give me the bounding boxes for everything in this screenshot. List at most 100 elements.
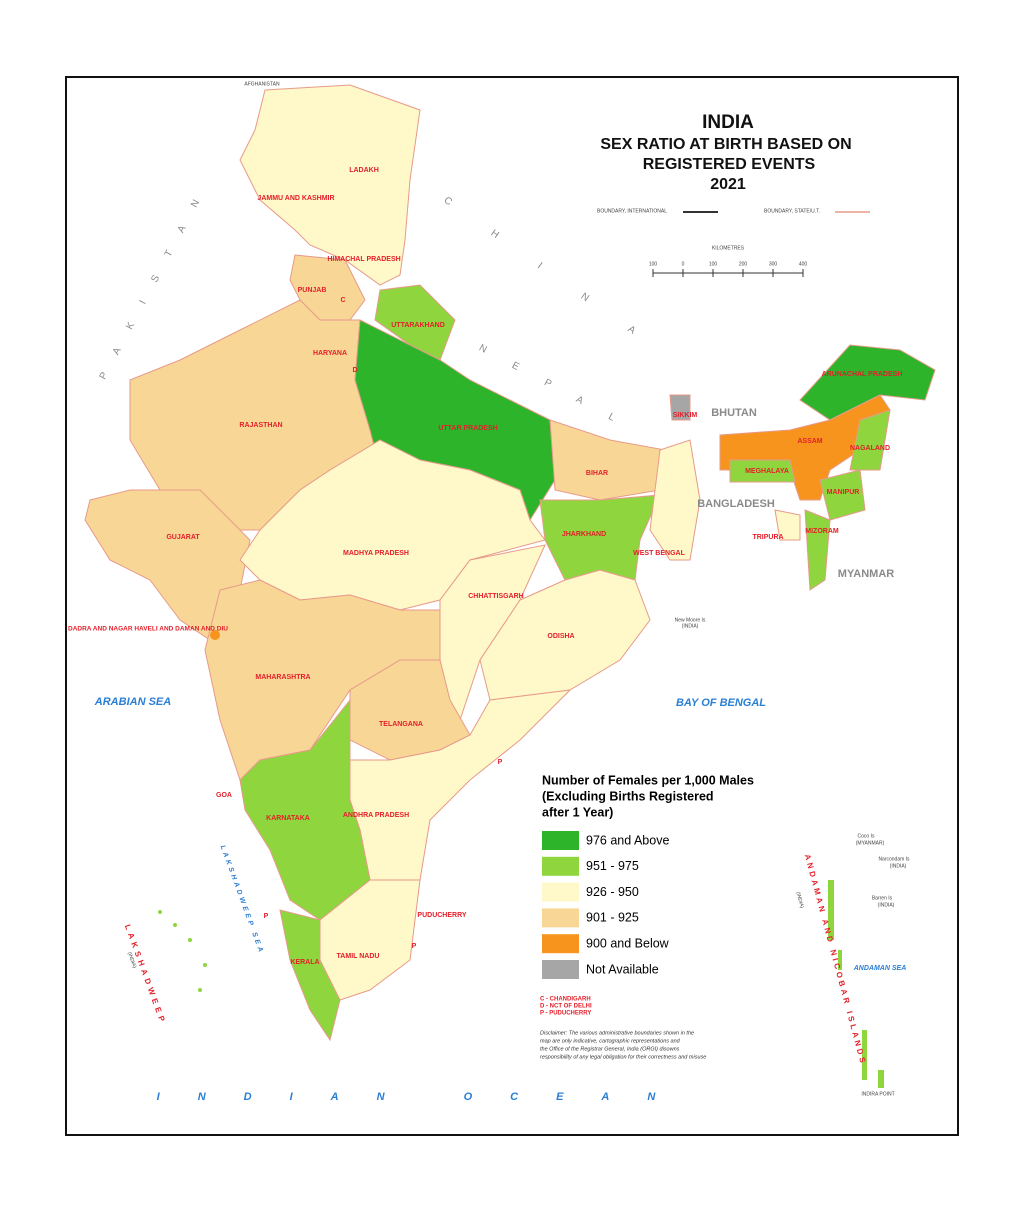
legend-swatch (542, 831, 579, 850)
scale-label: 0 (682, 261, 685, 267)
state-label: DADRA AND NAGAR HAVELI AND DAMAN AND DIU (68, 626, 228, 633)
disclaimer: the Office of the Registrar General, Ind… (540, 1046, 680, 1052)
state-label: ODISHA (547, 633, 574, 640)
disclaimer: map are only indicative, cartographic re… (540, 1038, 681, 1044)
nagaland (849, 409, 891, 471)
state-label: JHARKHAND (562, 531, 606, 538)
boundary-label: BOUNDARY, INTERNATIONAL (597, 208, 667, 214)
scale-label: 300 (769, 261, 778, 267)
title-block: INDIA SEX RATIO AT BIRTH BASED ON REGIST… (597, 112, 870, 277)
neighbour-label: BHUTAN (711, 407, 757, 419)
legend-label: 901 - 925 (586, 911, 639, 925)
state-label: TRIPURA (752, 534, 783, 541)
legend: Number of Females per 1,000 Males (Exclu… (542, 773, 754, 979)
territory-mark: P (264, 913, 269, 920)
island-label: Barren Is (872, 895, 893, 901)
legend-swatch (542, 934, 579, 954)
legend-label: 926 - 950 (586, 885, 639, 899)
neighbour-label: AFGHANISTAN (244, 81, 280, 87)
island-label: (INDIA) (795, 891, 805, 909)
state-label: CHHATTISGARH (468, 593, 523, 600)
state-label: NAGALAND (850, 445, 890, 452)
sea-label: ANDAMAN SEA (853, 965, 907, 972)
note: P - PUDUCHERRY (540, 1011, 591, 1017)
island-label: (INDIA) (890, 863, 907, 869)
scale-label: 100 (649, 261, 658, 267)
legend-swatch (542, 960, 579, 979)
title: REGISTERED EVENTS (643, 156, 816, 173)
island-label: (INDIA) (126, 951, 137, 969)
karnataka (239, 698, 371, 921)
state-label: ASSAM (797, 438, 822, 445)
tamil-nadu (319, 879, 421, 1001)
state-label: ARUNACHAL PRADESH (822, 371, 903, 378)
island-label: (INDIA) (682, 623, 699, 629)
island-label: Narcondam Is (878, 856, 910, 862)
state-label: GOA (216, 792, 232, 799)
ladakh-jk-hp (239, 84, 421, 286)
state-label: WEST BENGAL (633, 550, 685, 557)
state-label: RAJASTHAN (239, 422, 282, 429)
legend-title: after 1 Year) (542, 805, 613, 819)
island-label: (INDIA) (878, 902, 895, 908)
disclaimer: Disclaimer: The various administrative b… (540, 1030, 694, 1036)
state-label: MEGHALAYA (745, 468, 789, 475)
state-label: UTTAR PRADESH (438, 425, 497, 432)
state-label: MADHYA PRADESH (343, 550, 409, 557)
state-label: UTTARAKHAND (391, 322, 445, 329)
note: D - NCT OF DELHI (540, 1004, 592, 1010)
legend-swatch (542, 882, 579, 902)
sea-label: INDIAN OCEAN (157, 1091, 694, 1103)
state-label: TELANGANA (379, 721, 423, 728)
note: C - CHANDIGARH (540, 997, 591, 1003)
legend-title: (Excluding Births Registered (542, 789, 714, 803)
island-label: (MYANMAR) (856, 840, 885, 846)
island-label: Coco Is (858, 833, 875, 839)
odisha (479, 569, 651, 701)
state-label: KARNATAKA (266, 815, 310, 822)
legend-label: 976 and Above (586, 833, 669, 847)
notes: C - CHANDIGARH D - NCT OF DELHI P - PUDU… (540, 997, 706, 1061)
state-label: HARYANA (313, 350, 347, 357)
state-label: BIHAR (586, 470, 608, 477)
tripura (774, 509, 801, 541)
sea-label: ARABIAN SEA (94, 696, 171, 708)
boundary-label: BOUNDARY, STATE/U.T. (764, 208, 820, 214)
legend-swatch (542, 856, 579, 876)
meghalaya (729, 459, 796, 483)
dadra-daman (210, 630, 220, 640)
state-label: MAHARASHTRA (255, 674, 310, 681)
state-label: SIKKIM (673, 412, 698, 419)
mizoram (804, 509, 831, 591)
state-label: JAMMU AND KASHMIR (257, 195, 334, 202)
map-regions (84, 84, 936, 1088)
territory-mark: C (340, 297, 345, 304)
legend-label: 900 and Below (586, 936, 670, 950)
west-bengal (649, 439, 701, 561)
state-label: MIZORAM (805, 528, 839, 535)
island-label: New Moore Is (675, 617, 706, 623)
sikkim (669, 394, 691, 421)
scale-label: 100 (709, 261, 718, 267)
state-label: HIMACHAL PRADESH (327, 256, 400, 263)
territory-mark: P (412, 943, 417, 950)
state-label: LADAKH (349, 167, 379, 174)
sea-label: BAY OF BENGAL (676, 697, 766, 709)
scale-ticks: 100 0 100 200 300 400 (649, 261, 808, 277)
title: INDIA (702, 112, 754, 133)
territory-mark: P (498, 759, 503, 766)
legend-swatch (542, 908, 579, 928)
state-label: PUNJAB (298, 287, 327, 294)
neighbour-label: BANGLADESH (697, 498, 775, 510)
legend-title: Number of Females per 1,000 Males (542, 773, 754, 787)
manipur (819, 469, 866, 521)
scale-unit: KILOMETRES (712, 245, 745, 251)
state-label: GUJARAT (166, 534, 200, 541)
island-label: INDIRA POINT (861, 1091, 894, 1097)
territory-mark: D (352, 367, 357, 374)
state-label: PUDUCHERRY (417, 912, 466, 919)
scale-label: 400 (799, 261, 808, 267)
neighbour-label: MYANMAR (838, 568, 894, 580)
title: SEX RATIO AT BIRTH BASED ON (600, 136, 851, 153)
legend-label: 951 - 975 (586, 859, 639, 873)
